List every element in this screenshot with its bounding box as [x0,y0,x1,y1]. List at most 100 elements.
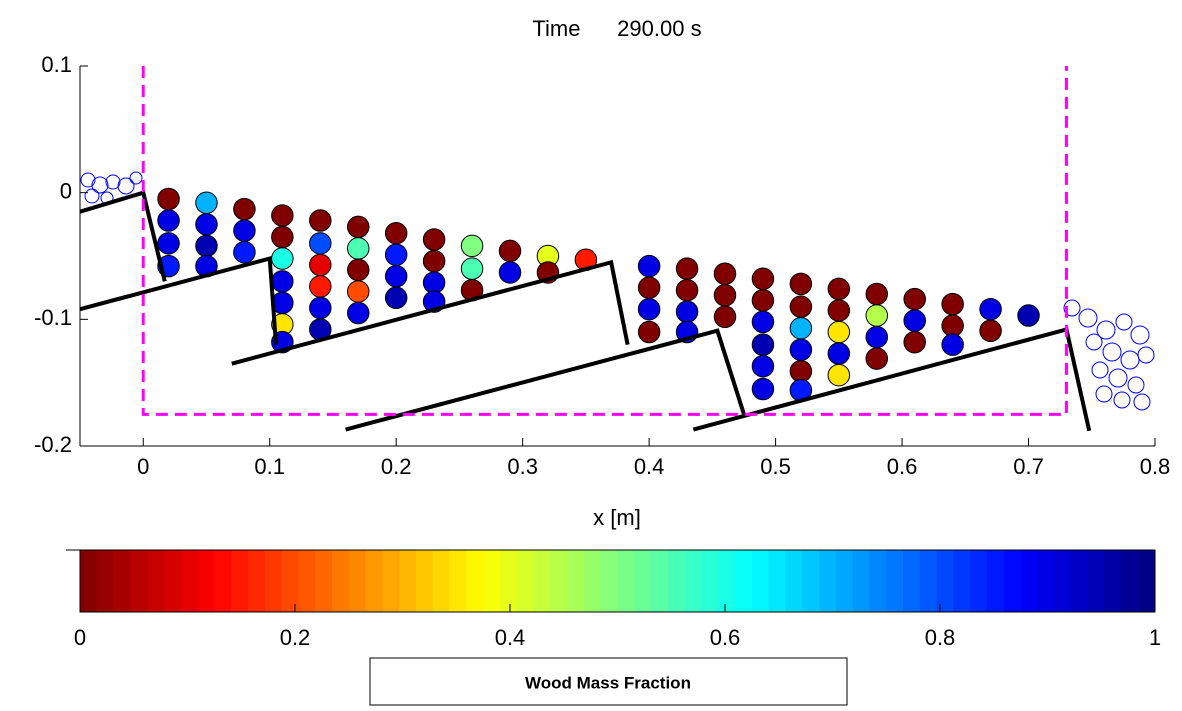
colorbar-swatch [735,550,753,612]
colorbar-swatch [785,550,803,612]
colorbar-swatch [113,550,131,612]
y-tick-label: 0 [60,178,72,203]
particle [941,292,964,316]
particle [903,330,926,354]
particle [157,232,180,255]
colorbar-label: Wood Mass Fraction [525,673,691,692]
colorbar-swatch [365,550,383,612]
colorbar-tick-label: 0.6 [710,625,741,650]
particle [979,319,1002,342]
x-tick-label: 0.7 [1013,454,1044,479]
colorbar-swatch [180,550,199,612]
particle [233,197,256,221]
colorbar-swatch [919,550,938,612]
wall [345,328,746,432]
particle [309,275,332,298]
colorbar-swatch [583,550,602,612]
colorbar-swatch [415,550,434,612]
colorbar-swatch [903,550,921,612]
particle [675,257,699,280]
particle [346,301,370,325]
x-tick-label: 0 [137,454,149,479]
y-tick-label: 0.1 [41,52,72,77]
colorbar-swatch [231,550,249,612]
colorbar-swatch [483,550,501,612]
particle [460,234,484,258]
x-tick-label: 0.8 [1140,454,1171,479]
colorbar-swatch [600,550,618,612]
colorbar-swatch [1121,550,1139,612]
colorbar-swatch [802,550,820,612]
particle [827,320,851,344]
y-tick-label: -0.1 [34,305,72,330]
particle [637,276,661,299]
colorbar-tick-label: 0 [74,625,86,650]
colorbar-swatch [331,550,350,612]
particle [675,278,699,302]
particle [422,271,446,294]
particle [751,310,775,334]
particle [827,277,851,301]
colorbar-swatch [886,550,904,612]
particle [346,237,370,260]
colorbar-swatch [264,550,283,612]
particle [384,221,408,245]
colorbar-swatch [315,550,333,612]
colorbar-swatch [298,550,316,612]
colorbar-swatch [533,550,551,612]
particle [637,297,661,321]
wall [79,190,167,282]
particle [637,254,661,278]
colorbar-swatch [835,550,854,612]
colorbar-swatch [987,550,1005,612]
colorbar-swatch [247,550,266,612]
particle [941,333,964,356]
particle [309,209,332,232]
colorbar-swatch [1087,550,1106,612]
colorbar-swatch [80,550,98,612]
particle [271,270,294,293]
colorbar-swatch [634,550,652,612]
colorbar-label-box [369,657,848,706]
particle [346,215,370,239]
particle [903,287,926,311]
particle [422,249,446,273]
x-tick-label: 0.1 [254,454,285,479]
particle [789,295,813,318]
particle [271,225,294,249]
particle [827,363,851,387]
particle [498,239,522,263]
colorbar-swatch [617,550,635,612]
colorbar-swatch [499,550,518,612]
colorbar-swatch [516,550,535,612]
y-tick-label: -0.2 [34,432,72,457]
particle [384,265,408,288]
particle [271,247,294,270]
colorbar-swatch [718,550,736,612]
particle [309,296,332,320]
particle [865,304,889,327]
particle [157,187,180,211]
colorbar-swatch [432,550,451,612]
colorbar-swatch [1054,550,1072,612]
particle [979,297,1002,321]
particle [827,299,851,322]
particle [422,228,446,251]
colorbar-swatch [449,550,467,612]
x-tick-label: 0.5 [760,454,791,479]
x-tick-label: 0.3 [507,454,538,479]
colorbar-swatch [163,550,182,612]
colorbar-swatch [399,550,417,612]
particle [195,234,218,258]
colorbar-swatch [1071,550,1089,612]
x-tick-label: 0.2 [381,454,412,479]
colorbar-swatch [130,550,148,612]
x-axis-label: x [m] [593,505,641,530]
colorbar-swatch [281,550,299,612]
colorbar-swatch [852,550,870,612]
particle [827,342,851,365]
particle [789,316,813,340]
particle [751,289,775,312]
colorbar-swatch [1037,550,1055,612]
particle [1017,304,1040,327]
